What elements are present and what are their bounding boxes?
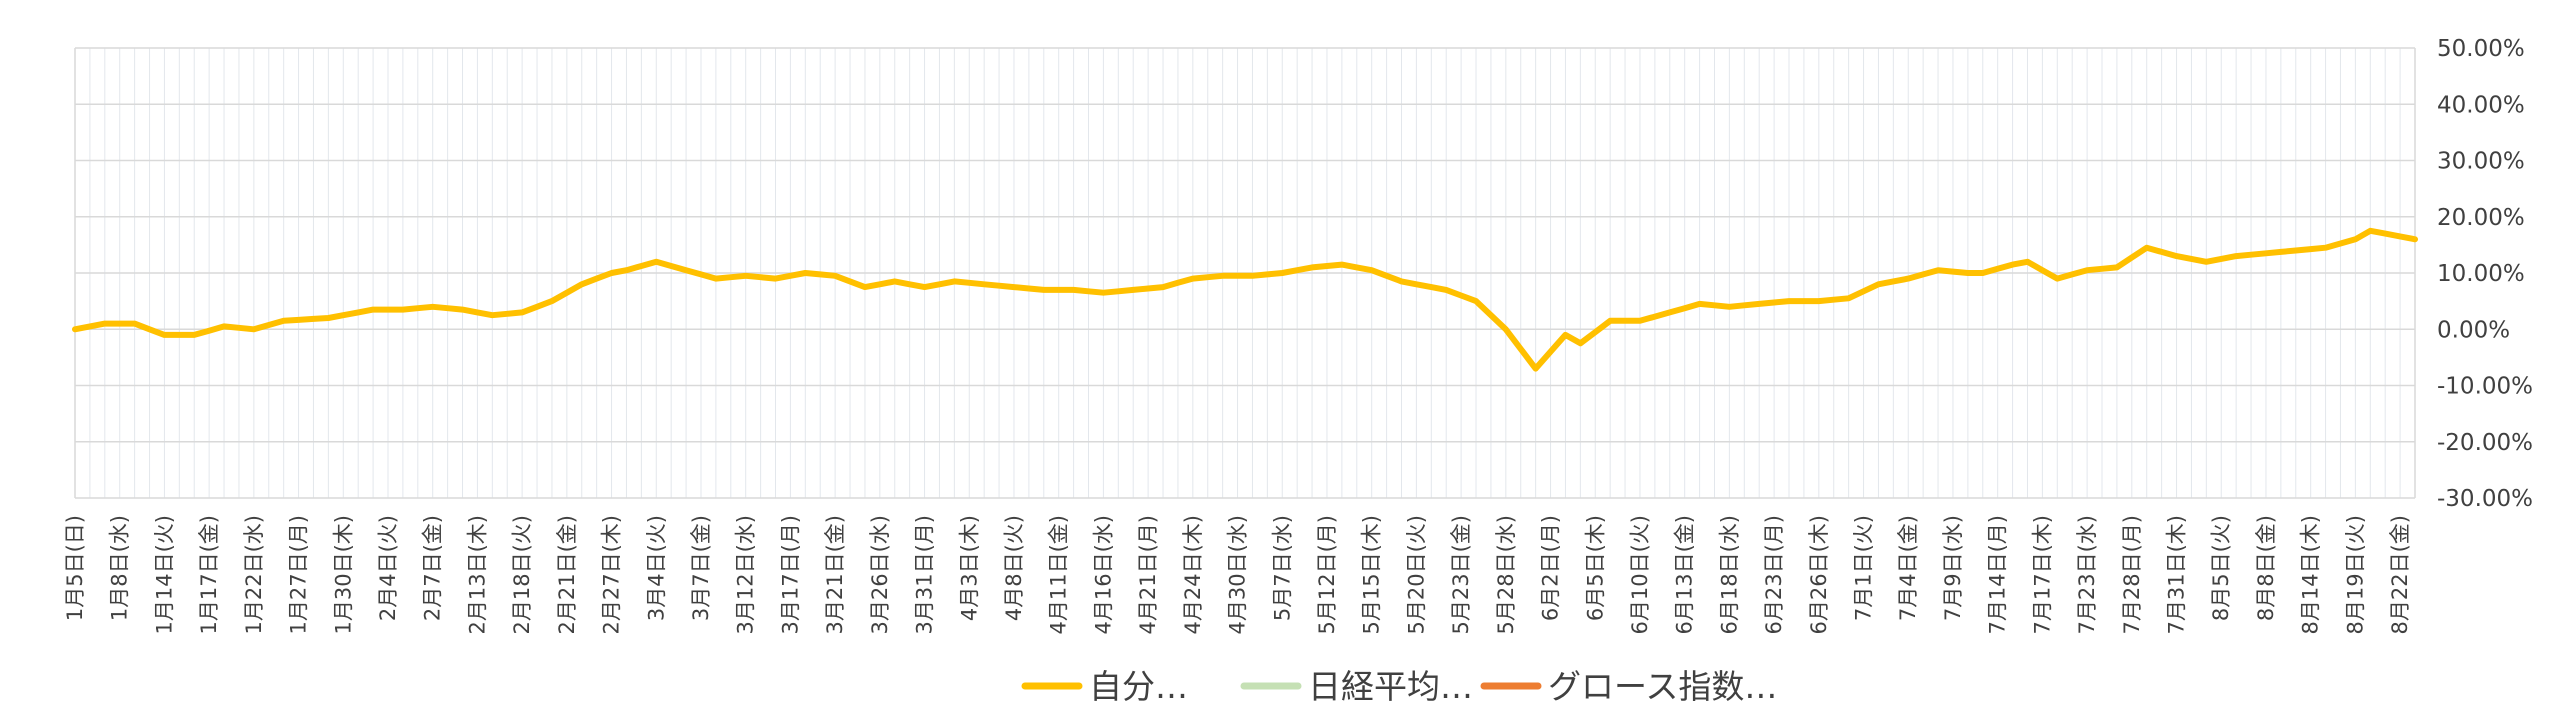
legend-label: グロース指数…: [1548, 667, 1777, 706]
x-tick-label: 4月3日(木): [957, 515, 981, 621]
x-tick-label: 4月8日(火): [1002, 515, 1026, 621]
y-tick-label: 20.00%: [2437, 205, 2525, 231]
x-tick-label: 4月21日(月): [1136, 515, 1160, 634]
x-tick-label: 7月9日(水): [1941, 515, 1965, 621]
x-tick-label: 6月26日(木): [1807, 515, 1831, 634]
x-tick-label: 5月7日(水): [1270, 515, 1294, 621]
x-tick-label: 1月14日(火): [152, 515, 176, 634]
x-tick-label: 6月10日(火): [1628, 515, 1652, 634]
x-tick-label: 2月4日(火): [376, 515, 400, 621]
legend: 自分… 日経平均… グロース指数…: [1021, 667, 1777, 706]
x-tick-label: 7月28日(月): [2120, 515, 2144, 634]
x-tick-label: 6月5日(木): [1583, 515, 1607, 621]
x-tick-label: 7月1日(火): [1852, 515, 1876, 621]
series-line-自分…: [72, 227, 2418, 372]
x-tick-label: 1月30日(木): [331, 515, 355, 634]
legend-label: 自分…: [1089, 667, 1188, 706]
x-tick-label: 3月7日(金): [689, 515, 713, 621]
x-tick-label: 5月28日(水): [1494, 515, 1518, 634]
x-tick-label: 6月18日(水): [1717, 515, 1741, 634]
x-tick-label: 8月19日(火): [2343, 515, 2367, 634]
legend-label: 日経平均…: [1308, 667, 1473, 706]
x-tick-label: 3月4日(火): [644, 515, 668, 621]
x-tick-label: 3月17日(月): [778, 515, 802, 634]
y-tick-label: 30.00%: [2437, 149, 2525, 175]
x-tick-label: 8月8日(金): [2254, 515, 2278, 621]
x-tick-label: 5月20日(火): [1404, 515, 1428, 634]
x-tick-label: 5月15日(木): [1360, 515, 1384, 634]
x-tick-label: 7月17日(木): [2030, 515, 2054, 634]
x-tick-label: 4月16日(水): [1091, 515, 1115, 634]
y-axis-tick-labels: 50.00% 40.00% 30.00% 20.00% 10.00% 0.00% -10.0…: [2437, 36, 2533, 512]
x-tick-label: 1月17日(金): [197, 515, 221, 634]
x-tick-label: 8月5日(火): [2209, 515, 2233, 621]
x-tick-label: 1月5日(日): [63, 515, 87, 621]
y-tick-label: -10.00%: [2437, 374, 2533, 400]
x-tick-label: 8月22日(金): [2388, 515, 2412, 634]
x-tick-label: 7月31日(木): [2165, 515, 2189, 634]
x-tick-label: 7月23日(水): [2075, 515, 2099, 634]
x-tick-label: 2月18日(火): [510, 515, 534, 634]
x-tick-label: 5月12日(月): [1315, 515, 1339, 634]
x-tick-label: 6月13日(金): [1673, 515, 1697, 634]
x-axis-tick-labels: 1月5日(日) 1月8日(水) 1月14日(火) 1月17日(金) 1月22日(水) 1月…: [63, 515, 2412, 634]
x-tick-label: 8月14日(木): [2299, 515, 2323, 634]
x-tick-label: 4月24日(木): [1181, 515, 1205, 634]
x-tick-label: 1月22日(水): [242, 515, 266, 634]
y-tick-label: -30.00%: [2437, 486, 2533, 512]
x-tick-label: 7月14日(月): [1986, 515, 2010, 634]
x-tick-label: 2月21日(金): [555, 515, 579, 634]
x-tick-label: 4月11日(金): [1047, 515, 1071, 634]
y-tick-label: 0.00%: [2437, 317, 2510, 343]
y-tick-label: 50.00%: [2437, 36, 2525, 62]
x-tick-label: 6月23日(月): [1762, 515, 1786, 634]
x-tick-label: 1月8日(水): [108, 515, 132, 621]
x-tick-label: 7月4日(金): [1896, 515, 1920, 621]
series-lines: [72, 227, 2418, 372]
x-tick-label: 2月13日(木): [465, 515, 489, 634]
x-tick-label: 5月23日(金): [1449, 515, 1473, 634]
x-tick-label: 3月31日(月): [913, 515, 937, 634]
x-tick-label: 3月21日(金): [823, 515, 847, 634]
x-tick-label: 2月27日(木): [600, 515, 624, 634]
y-tick-label: -20.00%: [2437, 430, 2533, 456]
y-tick-label: 40.00%: [2437, 92, 2525, 118]
x-tick-label: 1月27日(月): [287, 515, 311, 634]
y-tick-label: 10.00%: [2437, 261, 2525, 287]
x-tick-label: 3月12日(水): [734, 515, 758, 634]
x-tick-label: 2月7日(金): [421, 515, 445, 621]
x-tick-label: 3月26日(水): [868, 515, 892, 634]
x-tick-label: 4月30日(水): [1226, 515, 1250, 634]
x-tick-label: 6月2日(月): [1539, 515, 1563, 621]
